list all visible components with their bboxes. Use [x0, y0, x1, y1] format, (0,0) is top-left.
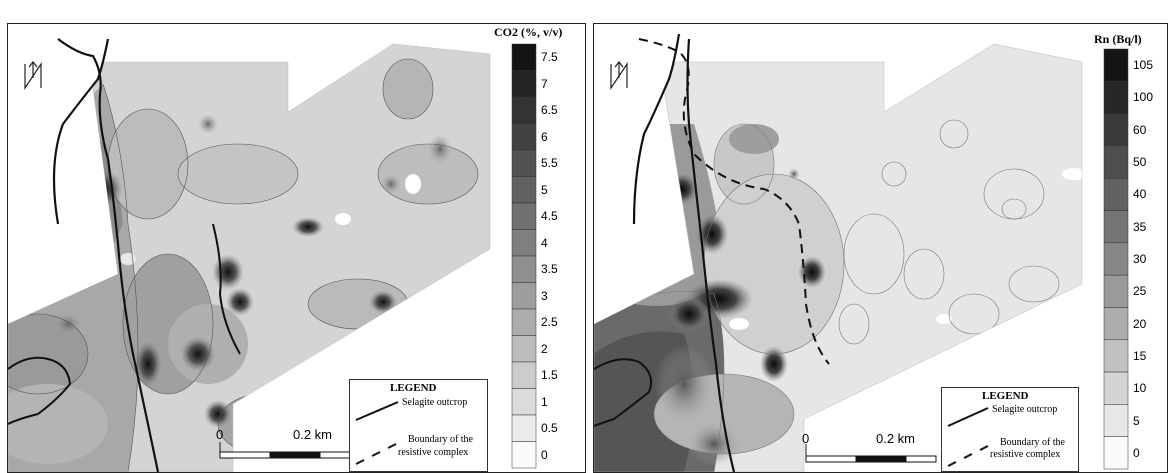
- colorbar-swatch: [511, 282, 537, 310]
- colorbar-swatch: [511, 255, 537, 283]
- colorbar-tick-label: 6.5: [541, 103, 558, 118]
- legend-selagite-label: Selagite outcrop: [992, 404, 1058, 415]
- colorbar-tick-label: 5: [1133, 413, 1140, 428]
- colorbar-swatch: [1103, 145, 1129, 179]
- colorbar-tick-label: 2.5: [541, 315, 558, 330]
- colorbar-tick-label: 7: [541, 76, 548, 91]
- colorbar-swatch: [511, 96, 537, 124]
- colorbar-tick-label: 1.5: [541, 368, 558, 383]
- colorbar-swatch: [511, 70, 537, 98]
- scale-end-label: 0.2 km: [293, 427, 333, 442]
- colorbar-swatch: [1103, 81, 1129, 114]
- colorbar-tick-label: 20: [1133, 316, 1147, 331]
- colorbar-tick-label: 35: [1133, 219, 1147, 234]
- colorbar-tick-label: 2: [541, 341, 548, 356]
- colorbar-swatch: [1103, 339, 1129, 373]
- colorbar-swatch: [1103, 274, 1129, 308]
- scale-bar: [219, 442, 361, 459]
- legend-title: LEGEND: [390, 382, 437, 394]
- map-legend: LEGEND Selagite outcrop Boundary of the …: [349, 379, 488, 472]
- colorbar-tick-label: 3.5: [541, 262, 558, 277]
- rn-map-panel: Rn (Bq/l) 105 100 60 50 40 35 30 25 20 15 10 5 0 LEG…: [593, 23, 1168, 473]
- colorbar-tick-label: 4: [541, 235, 548, 250]
- colorbar-tick-label: 10: [1133, 381, 1147, 396]
- colorbar-tick-label: 6: [541, 129, 548, 144]
- colorbar-tick-label: 105: [1133, 58, 1154, 73]
- colorbar-swatch: [1103, 371, 1129, 405]
- selagite-outcrop-line: [52, 38, 110, 225]
- colorbar-swatch: [511, 43, 537, 71]
- colorbar-tick-label: 5: [541, 182, 548, 197]
- colorbar-swatch: [1103, 113, 1129, 147]
- co2-contour-field: [8, 44, 490, 472]
- colorbar-swatch: [1103, 48, 1129, 82]
- colorbar-swatch: [511, 414, 537, 442]
- colorbar-swatch: [511, 149, 537, 177]
- legend-selagite-label: Selagite outcrop: [402, 397, 468, 408]
- legend-boundary-label-1: Boundary of the: [408, 434, 473, 445]
- legend-boundary-label-2: resistive complex: [990, 449, 1061, 460]
- colorbar-swatch: [511, 335, 537, 363]
- scale-start-label: 0: [216, 427, 224, 442]
- selagite-outcrop-line: [212, 223, 241, 355]
- rn-contour-field: [594, 44, 1082, 472]
- co2-map-svg: [8, 38, 537, 472]
- colorbar-swatch: [1103, 210, 1129, 244]
- north-arrow-icon: [24, 61, 42, 90]
- colorbar-tick-label: 3: [541, 288, 548, 303]
- selagite-outcrop-line: [632, 33, 681, 225]
- rn-map-svg: [594, 33, 1129, 472]
- colorbar-swatch: [511, 388, 537, 416]
- colorbar-swatch: [511, 441, 537, 469]
- colorbar-tick-label: 7.5: [541, 50, 558, 65]
- selagite-outcrop-line: [686, 38, 736, 472]
- scale-bar: [805, 444, 937, 463]
- colorbar-swatch: [1103, 242, 1129, 276]
- legend-boundary-label-1: Boundary of the: [1000, 437, 1065, 448]
- colorbar-swatch: [1103, 436, 1129, 470]
- colorbar-tick-label: 4.5: [541, 209, 558, 224]
- colorbar-tick-label: 0: [541, 447, 548, 462]
- colorbar-tick-label: 0: [1133, 445, 1140, 460]
- colorbar-tick-label: 15: [1133, 348, 1147, 363]
- colorbar-tick-label: 30: [1133, 252, 1147, 266]
- colorbar-tick-label: 40: [1133, 187, 1147, 202]
- co2-map-panel: CO2 (%, v/v) 7.5 7 6.5 6 5.5 5 4.5 4 3.5 3 2.5 2 1.5…: [7, 23, 586, 473]
- colorbar-swatch: [1103, 307, 1129, 341]
- colorbar-tick-label: 100: [1133, 90, 1154, 105]
- scale-end-label: 0.2 km: [876, 431, 916, 446]
- colorbar-tick-label: 60: [1133, 122, 1147, 137]
- colorbar-tick-label: 25: [1133, 284, 1147, 299]
- colorbar-swatch: [511, 361, 537, 389]
- colorbar-swatch: [511, 308, 537, 336]
- rn-colorbar: [1103, 48, 1129, 470]
- north-arrow-icon: [610, 61, 628, 90]
- colorbar-swatch: [1103, 404, 1129, 437]
- legend-boundary-label-2: resistive complex: [398, 447, 469, 458]
- colorbar-swatch: [1103, 177, 1129, 211]
- colorbar-swatch: [511, 123, 537, 151]
- scale-start-label: 0: [802, 431, 810, 446]
- selagite-outcrop-line: [594, 358, 652, 427]
- colorbar-tick-label: 0.5: [541, 421, 558, 436]
- co2-colorbar-title: CO2 (%, v/v): [494, 25, 563, 39]
- colorbar-swatch: [511, 202, 537, 230]
- colorbar-tick-label: 1: [541, 394, 548, 409]
- co2-colorbar: [511, 43, 537, 469]
- colorbar-swatch: [511, 229, 537, 257]
- colorbar-tick-label: 50: [1133, 155, 1147, 170]
- resistive-complex-boundary-line: [638, 38, 830, 365]
- colorbar-swatch: [511, 176, 537, 204]
- colorbar-tick-label: 5.5: [541, 156, 558, 171]
- rn-colorbar-title: Rn (Bq/l): [1094, 32, 1142, 46]
- map-legend: LEGEND Selagite outcrop Boundary of the …: [941, 387, 1079, 472]
- legend-title: LEGEND: [982, 390, 1029, 402]
- selagite-outcrop-line: [57, 38, 160, 472]
- selagite-outcrop-line: [8, 356, 72, 425]
